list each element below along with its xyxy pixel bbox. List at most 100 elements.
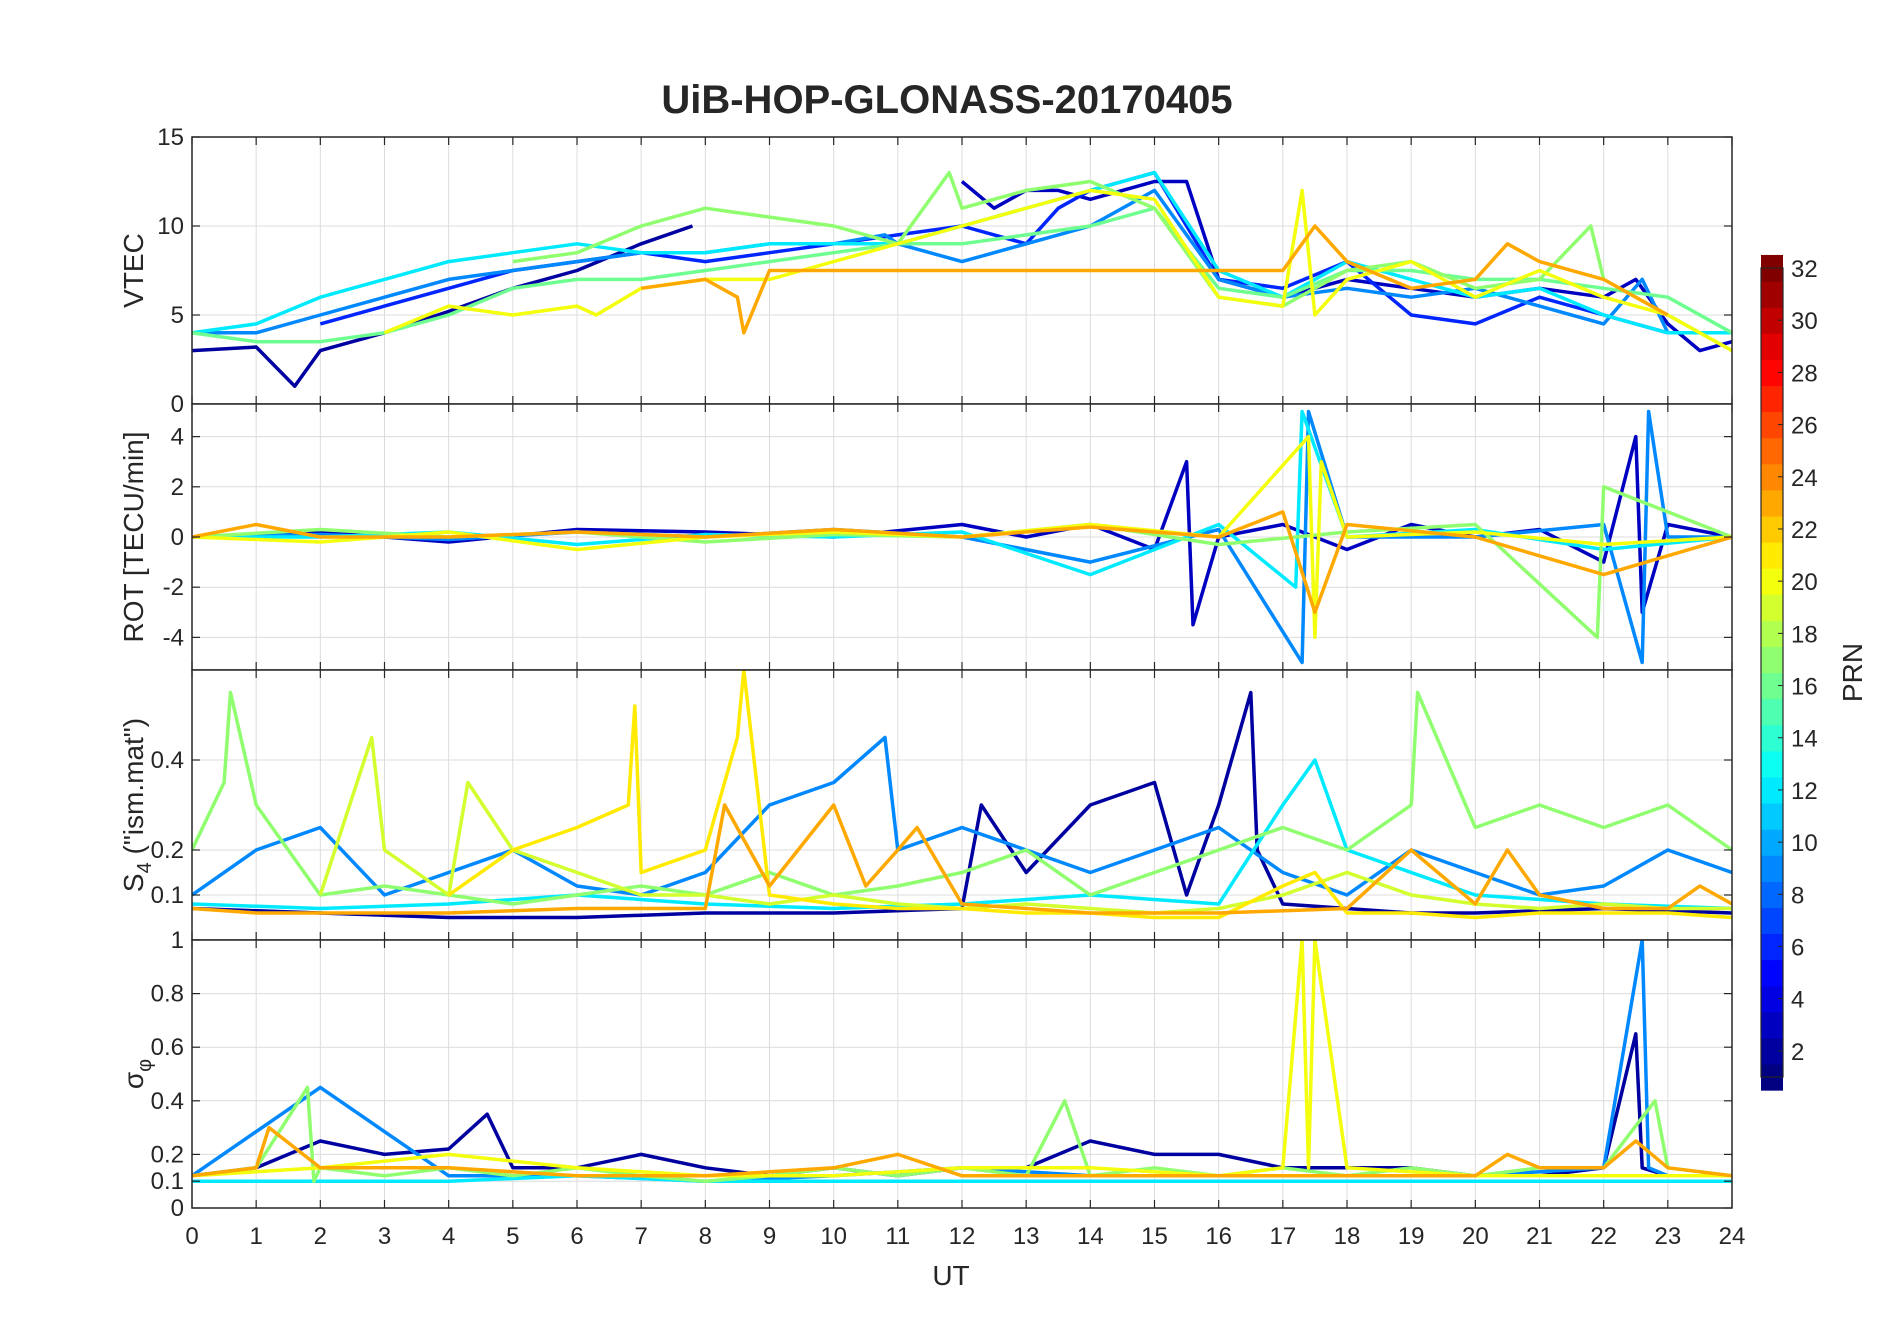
series-prn-9 — [192, 735, 1732, 897]
series-prn-23 — [640, 224, 1669, 335]
colorbar-tick-label: 8 — [1791, 882, 1804, 909]
x-tick-label: 9 — [763, 1223, 776, 1250]
colorbar-segment-13 — [1761, 750, 1783, 778]
x-tick-label: 22 — [1590, 1223, 1617, 1250]
colorbar-tick-label: 12 — [1791, 778, 1818, 805]
series-prn-3 — [192, 434, 1732, 627]
series-group — [192, 409, 1732, 665]
colorbar-tick-label: 26 — [1791, 413, 1818, 440]
x-tick-label: 20 — [1462, 1223, 1489, 1250]
panel-s4: 0.1 0.2 0.4S4 ("ism.mat") — [118, 669, 1733, 941]
x-tick-label: 4 — [442, 1223, 455, 1250]
colorbar-frame — [1760, 267, 1784, 1078]
colorbar-tick-label: 22 — [1791, 517, 1818, 544]
colorbar-tick-label: 30 — [1791, 308, 1818, 335]
y-axis-label: VTEC — [118, 233, 149, 308]
y-tick-label: 0.1 — [151, 882, 184, 909]
colorbar-segment-16 — [1761, 672, 1783, 700]
x-axis-label: UT — [932, 1260, 969, 1291]
y-tick-label: 0 — [171, 524, 184, 551]
series-group — [192, 170, 1732, 388]
colorbar-segment-6 — [1761, 933, 1783, 961]
colorbar-tick-label: 6 — [1791, 935, 1804, 962]
colorbar-segment-24 — [1761, 463, 1783, 491]
colorbar-segment-2 — [1761, 1037, 1783, 1065]
x-tick-label: 13 — [1013, 1223, 1040, 1250]
colorbar-segment-4 — [1761, 985, 1783, 1013]
y-tick-label: 0 — [171, 1195, 184, 1222]
colorbar-segment-15 — [1761, 698, 1783, 726]
colorbar-segment-11 — [1761, 802, 1783, 830]
y-axis-label: σφ — [118, 1059, 156, 1089]
colorbar-tick-label: 20 — [1791, 569, 1818, 596]
colorbar-tick-label: 14 — [1791, 726, 1818, 753]
y-tick-label: 5 — [171, 302, 184, 329]
colorbar-segment-25 — [1761, 437, 1783, 465]
series-prn-23 — [192, 510, 1732, 615]
colorbar-segment-20 — [1761, 568, 1783, 595]
panel-rot: -4 -2 0 2 4 ROT [TECU/min] — [118, 403, 1733, 671]
x-tick-label: 21 — [1526, 1223, 1553, 1250]
x-tick-label: 10 — [820, 1223, 847, 1250]
panel-vtec: 0 5 10 15 VTEC — [118, 124, 1733, 418]
colorbar-segment-26 — [1761, 411, 1783, 439]
y-tick-label: 0.6 — [151, 1034, 184, 1061]
y-axis-label-part: ("ism.mat") — [118, 718, 149, 862]
colorbar-segment-28 — [1761, 359, 1783, 387]
x-tick-label: 5 — [506, 1223, 519, 1250]
colorbar-segment-17 — [1761, 646, 1783, 674]
x-tick-label: 6 — [570, 1223, 583, 1250]
y-tick-label: 0.4 — [151, 747, 184, 774]
x-tick-label: 15 — [1141, 1223, 1168, 1250]
colorbar-tick-label: 18 — [1791, 621, 1818, 648]
y-tick-label: 0 — [171, 391, 184, 418]
colorbar-segment-12 — [1761, 776, 1783, 804]
y-tick-label: 0.2 — [151, 837, 184, 864]
x-tick-label: 24 — [1719, 1223, 1746, 1250]
y-tick-label: 15 — [157, 124, 184, 151]
colorbar-tick-label: 2 — [1791, 1039, 1804, 1066]
x-tick-label: 14 — [1077, 1223, 1104, 1250]
x-tick-label: 1 — [249, 1223, 262, 1250]
colorbar-segment-21 — [1761, 542, 1783, 569]
x-tick-label: 2 — [314, 1223, 327, 1250]
colorbar-tick-label: 32 — [1791, 256, 1818, 283]
x-tick-label: 23 — [1654, 1223, 1681, 1250]
y-tick-label: 0.8 — [151, 981, 184, 1008]
y-axis-label-subscript: φ — [134, 1059, 156, 1072]
y-axis-label-part: σ — [118, 1072, 149, 1089]
x-tick-label: 16 — [1205, 1223, 1232, 1250]
y-axis-label: ROT [TECU/min] — [118, 431, 149, 642]
x-tick-label: 19 — [1398, 1223, 1425, 1250]
series-prn-20 — [383, 188, 1732, 353]
grid — [191, 404, 1733, 670]
colorbar-segment-23 — [1761, 489, 1783, 517]
x-tick-label: 7 — [634, 1223, 647, 1250]
x-tick-label: 17 — [1269, 1223, 1296, 1250]
y-tick-label: -2 — [163, 574, 184, 601]
tick-marks — [191, 404, 1733, 670]
x-tick-label: 3 — [378, 1223, 391, 1250]
colorbar-segment-27 — [1761, 385, 1783, 413]
x-tick-label: 0 — [185, 1223, 198, 1250]
colorbar-segment-10 — [1761, 829, 1783, 856]
x-tick-label: 8 — [699, 1223, 712, 1250]
y-axis-label: S4 ("ism.mat") — [118, 718, 156, 892]
colorbar-tick-label: 10 — [1791, 830, 1818, 857]
series-prn-12 — [192, 1174, 1732, 1183]
tick-marks — [191, 136, 1733, 405]
series-prn-9 — [192, 188, 1732, 335]
y-tick-label: 4 — [171, 424, 184, 451]
tick-marks — [191, 939, 1733, 1209]
y-axis-label-subscript: 4 — [134, 862, 156, 873]
x-tick-label: 12 — [949, 1223, 976, 1250]
colorbar-segment-30 — [1761, 307, 1783, 334]
colorbar-segment-18 — [1761, 620, 1783, 648]
colorbar-segment-8 — [1761, 881, 1783, 908]
y-tick-label: 0.2 — [151, 1141, 184, 1168]
colorbar-tick-label: 24 — [1791, 465, 1818, 492]
